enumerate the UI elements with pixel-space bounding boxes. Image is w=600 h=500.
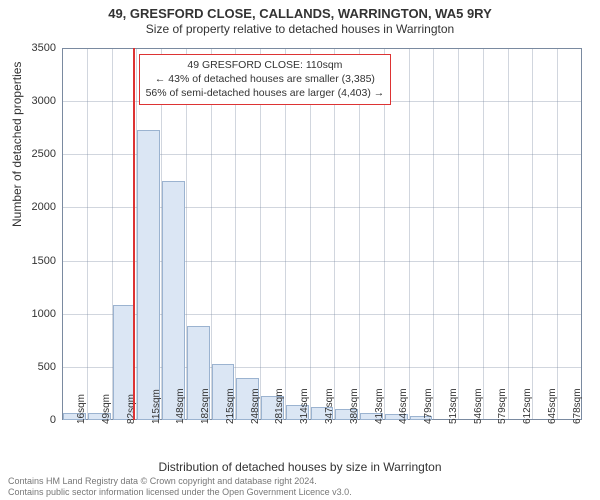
y-tick-label: 0 [50,414,62,426]
x-tick-label: 678sqm [572,388,583,424]
gridline-v [532,48,533,420]
y-tick-label: 2000 [32,201,62,213]
chart-frame: 49, GRESFORD CLOSE, CALLANDS, WARRINGTON… [0,0,600,500]
gridline-v [508,48,509,420]
x-tick-label: 182sqm [200,388,211,424]
x-tick-label: 546sqm [473,388,484,424]
x-tick-label: 115sqm [151,389,162,424]
chart-subtitle: Size of property relative to detached ho… [0,22,600,36]
chart-title: 49, GRESFORD CLOSE, CALLANDS, WARRINGTON… [0,6,600,21]
x-tick-label: 314sqm [299,388,310,424]
y-tick-label: 1000 [32,308,62,320]
x-tick-label: 347sqm [324,388,335,424]
property-marker-line [133,48,135,420]
x-tick-label: 479sqm [423,388,434,424]
x-tick-label: 248sqm [250,388,261,424]
x-tick-label: 82sqm [126,394,137,424]
infobox-line: 49 GRESFORD CLOSE: 110sqm [146,58,385,72]
x-axis-label: Distribution of detached houses by size … [0,460,600,474]
gridline-v [433,48,434,420]
x-tick-label: 446sqm [398,388,409,424]
y-tick-label: 3500 [32,42,62,54]
gridline-v [557,48,558,420]
footer-line: Contains public sector information licen… [8,487,352,498]
footer-attribution: Contains HM Land Registry data © Crown c… [8,476,352,499]
y-tick-label: 2500 [32,148,62,160]
property-infobox: 49 GRESFORD CLOSE: 110sqm← 43% of detach… [139,54,392,105]
x-tick-label: 16sqm [76,394,87,424]
x-tick-label: 215sqm [225,388,236,424]
x-tick-label: 612sqm [522,388,533,424]
infobox-line: ← 43% of detached houses are smaller (3,… [146,72,385,86]
gridline-v [458,48,459,420]
histogram-bar [137,130,160,420]
gridline-v [87,48,88,420]
histogram-bar [162,181,185,420]
title-block: 49, GRESFORD CLOSE, CALLANDS, WARRINGTON… [0,0,600,36]
x-tick-label: 281sqm [274,388,285,424]
x-tick-label: 513sqm [448,388,459,424]
x-tick-label: 413sqm [374,388,385,424]
y-tick-label: 1500 [32,255,62,267]
x-tick-label: 148sqm [175,388,186,424]
y-axis-label: Number of detached properties [10,62,24,227]
x-tick-label: 645sqm [547,388,558,424]
plot-area: 050010001500200025003000350016sqm49sqm82… [62,48,582,420]
infobox-line: 56% of semi-detached houses are larger (… [146,86,385,100]
y-tick-label: 3000 [32,95,62,107]
gridline-v [409,48,410,420]
gridline-v [483,48,484,420]
x-tick-label: 579sqm [497,388,508,424]
y-tick-label: 500 [38,361,62,373]
x-tick-label: 49sqm [101,394,112,424]
x-tick-label: 380sqm [349,388,360,424]
footer-line: Contains HM Land Registry data © Crown c… [8,476,352,487]
